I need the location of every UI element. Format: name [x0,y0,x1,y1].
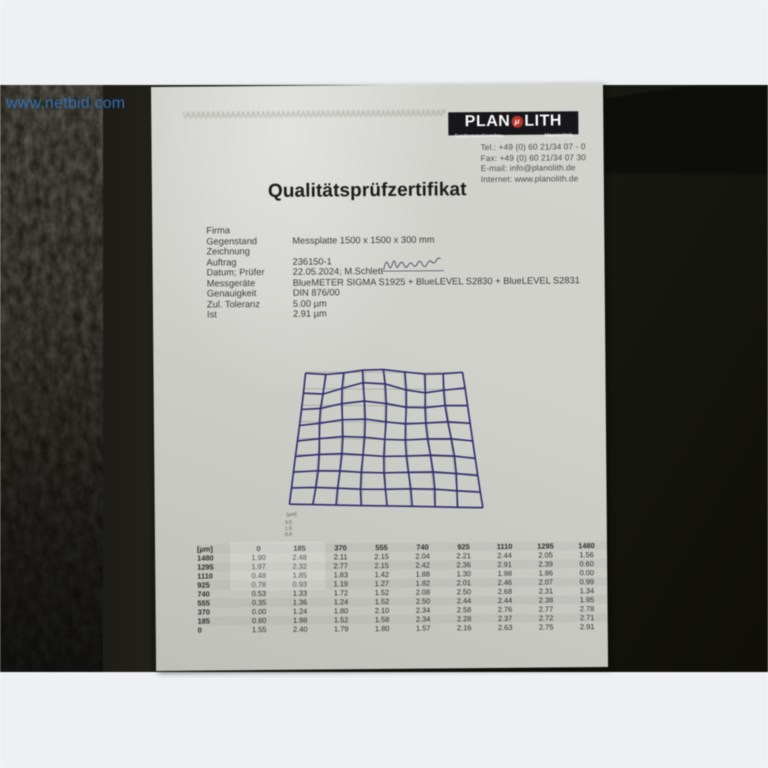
svg-text:[µm]: [µm] [287,512,297,518]
svg-text:0.0: 0.0 [285,532,292,538]
